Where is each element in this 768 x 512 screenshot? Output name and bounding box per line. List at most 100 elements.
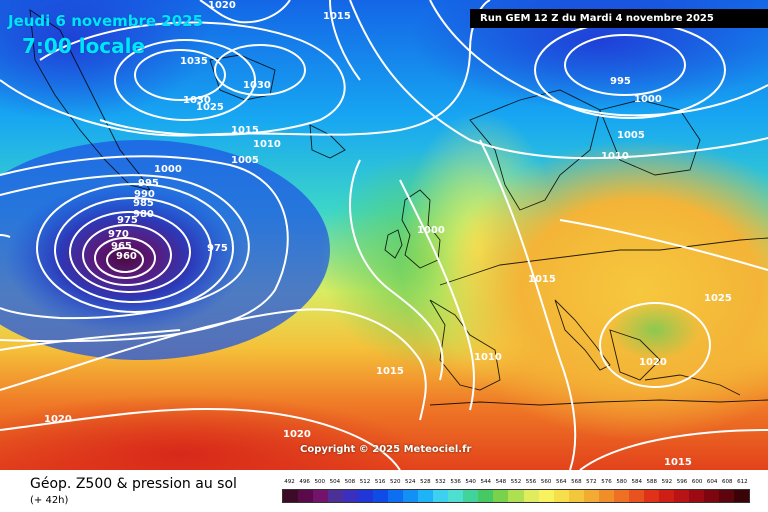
legend-value: 496 xyxy=(299,479,310,485)
isobar-label: 1000 xyxy=(634,94,662,105)
forecast-lead-time: (+ 42h) xyxy=(30,495,69,506)
valid-time: 7:00 locale xyxy=(22,34,146,58)
isobar-label: 1025 xyxy=(704,293,732,304)
legend-swatch xyxy=(553,490,569,502)
isobar-label: 1010 xyxy=(253,139,281,150)
legend-swatch xyxy=(523,490,539,502)
legend-value: 536 xyxy=(450,479,461,485)
legend-swatch xyxy=(433,490,449,502)
legend-swatch xyxy=(418,490,434,502)
legend-value: 532 xyxy=(435,479,446,485)
legend-swatch xyxy=(718,490,734,502)
isobar-labels: 1020 1015 1035 1030 1030 1025 1015 1010 … xyxy=(44,0,732,468)
isobar-label: 975 xyxy=(117,215,138,226)
legend-value: 604 xyxy=(706,479,718,485)
legend-value: 512 xyxy=(359,479,371,485)
weather-map: 1020 1015 1035 1030 1030 1025 1015 1010 … xyxy=(0,0,768,470)
legend-value: 500 xyxy=(314,479,325,485)
legend-value: 552 xyxy=(510,479,522,485)
legend-swatch xyxy=(658,490,674,502)
legend-value: 556 xyxy=(525,479,537,485)
legend-swatch xyxy=(628,490,644,502)
legend-swatch xyxy=(358,490,374,502)
isobar-label: 1035 xyxy=(180,56,208,67)
isobar-label: 1020 xyxy=(639,357,667,368)
isobar-label: 1020 xyxy=(208,0,236,11)
legend-swatch xyxy=(283,490,299,502)
copyright-notice: Copyright © 2025 Meteociel.fr xyxy=(300,444,472,455)
legend-value: 544 xyxy=(480,479,492,485)
legend-value: 600 xyxy=(691,479,703,485)
legend-swatch xyxy=(298,490,314,502)
legend-value: 516 xyxy=(374,479,386,485)
isobar-label: 980 xyxy=(133,209,154,220)
isobar-label: 960 xyxy=(116,251,137,262)
legend-value: 568 xyxy=(571,479,582,485)
legend-value: 524 xyxy=(405,479,416,485)
legend-swatch xyxy=(673,490,689,502)
isobar-label: 1015 xyxy=(528,274,556,285)
legend-value: 596 xyxy=(676,479,688,485)
legend-swatch xyxy=(328,490,344,502)
map-title: Géop. Z500 & pression au sol xyxy=(30,476,237,492)
isobar-label: 1020 xyxy=(44,414,72,425)
legend-swatch xyxy=(688,490,704,502)
isobar-label: 1020 xyxy=(283,429,311,440)
isobar-label: 995 xyxy=(610,76,631,87)
map-canvas: 1020 1015 1035 1030 1030 1025 1015 1010 … xyxy=(0,0,768,470)
legend-swatch xyxy=(493,490,509,502)
isobar-label: 985 xyxy=(133,198,154,209)
isobar-label: 1015 xyxy=(323,11,351,22)
isobar-label: 1030 xyxy=(243,80,271,91)
legend-swatch xyxy=(373,490,389,502)
isobar-label: 1015 xyxy=(664,457,692,468)
legend-value: 508 xyxy=(344,479,356,485)
legend-swatch xyxy=(403,490,419,502)
legend-value: 580 xyxy=(616,479,627,485)
legend-swatch xyxy=(583,490,599,502)
legend-swatch xyxy=(643,490,659,502)
legend-value: 560 xyxy=(540,479,552,485)
legend-value: 612 xyxy=(737,479,748,485)
legend-swatch xyxy=(463,490,479,502)
legend-value: 576 xyxy=(601,479,612,485)
isobar-label: 1010 xyxy=(474,352,502,363)
isobar-label: 1030 xyxy=(183,95,211,106)
map-footer: Géop. Z500 & pression au sol (+ 42h) 492… xyxy=(0,470,768,512)
run-info: Run GEM 12 Z du Mardi 4 novembre 2025 xyxy=(470,9,768,28)
legend-swatch xyxy=(448,490,464,502)
isobar-label: 995 xyxy=(138,178,159,189)
color-legend xyxy=(282,489,750,503)
isobar-label: 1025 xyxy=(196,102,224,113)
legend-value: 520 xyxy=(389,479,401,485)
legend-swatch xyxy=(388,490,404,502)
legend-value: 504 xyxy=(329,479,341,485)
coastlines xyxy=(29,9,768,406)
legend-value: 564 xyxy=(555,479,567,485)
legend-value: 528 xyxy=(420,479,431,485)
legend-value: 588 xyxy=(646,479,658,485)
legend-swatch xyxy=(538,490,554,502)
isobars xyxy=(0,0,768,470)
legend-swatch xyxy=(568,490,584,502)
legend-swatch xyxy=(313,490,329,502)
legend-value: 584 xyxy=(631,479,642,485)
legend-value: 608 xyxy=(722,479,733,485)
isobar-label: 1000 xyxy=(417,225,445,236)
isobar-label: 1005 xyxy=(231,155,259,166)
isobar-label: 1015 xyxy=(376,366,404,377)
legend-value: 492 xyxy=(284,479,295,485)
isobar-label: 990 xyxy=(134,189,155,200)
valid-date: Jeudi 6 novembre 2025 xyxy=(8,12,204,30)
legend-value: 572 xyxy=(586,479,597,485)
isobar-label: 970 xyxy=(108,229,129,240)
legend-value: 540 xyxy=(465,479,476,485)
legend-swatch xyxy=(478,490,494,502)
isobar-label: 1010 xyxy=(601,151,629,162)
isobar-label: 1000 xyxy=(154,164,182,175)
legend-labels: 492 496 500 504 508 512 516 520 524 528 532 536 540 5… xyxy=(282,479,750,488)
legend-swatch xyxy=(733,490,749,502)
isobar-label: 1005 xyxy=(617,130,645,141)
legend-swatch xyxy=(613,490,629,502)
isobar-label: 1015 xyxy=(231,125,259,136)
